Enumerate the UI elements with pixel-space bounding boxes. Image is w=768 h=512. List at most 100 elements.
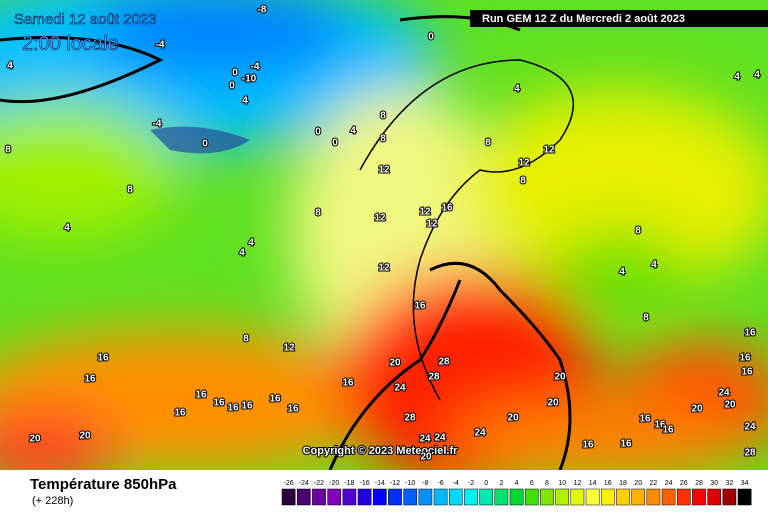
contour-label: 12 bbox=[374, 213, 386, 224]
contour-label: 8 bbox=[520, 176, 526, 187]
colorbar-swatch bbox=[296, 488, 311, 506]
colorbar-label: 14 bbox=[589, 480, 597, 487]
colorbar-label: 4 bbox=[515, 480, 519, 487]
contour-label: 16 bbox=[195, 390, 207, 401]
contour-label: 20 bbox=[724, 400, 736, 411]
contour-label: 12 bbox=[283, 343, 295, 354]
colorbar-swatch bbox=[707, 488, 722, 506]
colorbar-label: -12 bbox=[390, 480, 400, 487]
footer-title: Température 850hPa bbox=[30, 476, 177, 493]
contour-label: -10 bbox=[242, 74, 257, 85]
colorbar-swatch bbox=[479, 488, 494, 506]
contour-label: 24 bbox=[474, 428, 486, 439]
colorbar-swatch bbox=[312, 488, 326, 506]
colorbar-label: -4 bbox=[453, 480, 459, 487]
contour-label: 12 bbox=[426, 219, 438, 230]
colorbar-label: 12 bbox=[574, 480, 582, 487]
colorbar-label: -8 bbox=[422, 480, 428, 487]
contour-label: 0 bbox=[232, 68, 238, 79]
colorbar-swatch bbox=[509, 488, 524, 506]
colorbar-label: 20 bbox=[634, 480, 642, 487]
contour-label: 16 bbox=[662, 425, 674, 436]
contour-label: 20 bbox=[420, 452, 432, 463]
contour-label: 20 bbox=[547, 398, 559, 409]
colorbar-label: 0 bbox=[484, 480, 488, 487]
contour-label: 24 bbox=[718, 388, 730, 399]
contour-label: 4 bbox=[734, 72, 740, 83]
colorbar-swatch bbox=[692, 488, 706, 506]
colorbar-swatch bbox=[570, 488, 585, 506]
colorbar-label: 10 bbox=[558, 480, 566, 487]
colorbar-swatch bbox=[403, 488, 418, 506]
colorbar-label: 22 bbox=[650, 480, 658, 487]
colorbar-label: 8 bbox=[545, 480, 549, 487]
colorbar-swatch bbox=[418, 488, 433, 506]
colorbar-swatch bbox=[631, 488, 646, 506]
contour-label: 0 bbox=[315, 127, 321, 138]
contour-label: 24 bbox=[434, 433, 446, 444]
contour-label: 8 bbox=[380, 111, 386, 122]
contour-label: 16 bbox=[227, 403, 239, 414]
contour-label: 12 bbox=[419, 207, 431, 218]
colorbar-swatch bbox=[585, 488, 600, 506]
colorbar-swatch bbox=[600, 488, 615, 506]
contour-label: 16 bbox=[414, 301, 426, 312]
contour-label: 16 bbox=[741, 367, 753, 378]
color-bar: -26 -24 -22 -20 -18 -16 -14 -12 -10 -8 -6 -4 -2 0 2 4 6 8… bbox=[281, 480, 752, 506]
run-info: Run GEM 12 Z du Mercredi 2 août 2023 bbox=[482, 13, 685, 25]
contour-label: 8 bbox=[243, 334, 249, 345]
colorbar-swatch bbox=[464, 488, 478, 506]
colorbar-label: 26 bbox=[680, 480, 688, 487]
contour-label: 8 bbox=[5, 145, 11, 156]
contour-label: -4 bbox=[156, 40, 165, 51]
contour-label: 24 bbox=[419, 434, 431, 445]
copyright: Copyright © 2023 Meteociel.fr bbox=[303, 445, 459, 457]
contour-label: 0 bbox=[332, 138, 338, 149]
contour-label: 4 bbox=[7, 61, 13, 72]
contour-label: 20 bbox=[79, 431, 91, 442]
colorbar-swatch bbox=[342, 488, 357, 506]
contour-label: 16 bbox=[441, 203, 453, 214]
colorbar-label: -10 bbox=[405, 480, 415, 487]
contour-label: 4 bbox=[239, 248, 245, 259]
contour-label: 20 bbox=[554, 372, 566, 383]
contour-label: 0 bbox=[428, 32, 434, 43]
contour-label: 16 bbox=[174, 408, 186, 419]
contour-label: 20 bbox=[691, 404, 703, 415]
contour-label: 8 bbox=[380, 134, 386, 145]
contour-label: 16 bbox=[241, 401, 253, 412]
colorbar-swatch bbox=[616, 488, 630, 506]
contour-label: 16 bbox=[213, 398, 225, 409]
colorbar-label: -22 bbox=[314, 480, 324, 487]
colorbar-swatch bbox=[646, 488, 661, 506]
colorbar-swatch bbox=[524, 488, 539, 506]
colorbar-swatch bbox=[555, 488, 570, 506]
colorbar-swatch bbox=[737, 488, 752, 506]
colorbar-swatch bbox=[388, 488, 402, 506]
contour-label: 20 bbox=[507, 413, 519, 424]
contour-label: 16 bbox=[287, 404, 299, 415]
contour-label: 4 bbox=[514, 84, 520, 95]
colorbar-label: 16 bbox=[604, 480, 612, 487]
contour-label: 16 bbox=[342, 378, 354, 389]
contour-label: 12 bbox=[378, 165, 390, 176]
temperature-field bbox=[0, 0, 768, 470]
contour-label: 16 bbox=[84, 374, 96, 385]
colorbar-swatch bbox=[722, 488, 737, 506]
contour-label: 16 bbox=[582, 440, 594, 451]
colorbar-label: -6 bbox=[437, 480, 443, 487]
forecast-time: 2:00 locale bbox=[22, 33, 119, 55]
colorbar-label: 24 bbox=[665, 480, 673, 487]
contour-label: -4 bbox=[251, 62, 260, 73]
contour-label: 4 bbox=[754, 70, 760, 81]
colorbar-swatch bbox=[448, 488, 463, 506]
colorbar-label: 6 bbox=[530, 480, 534, 487]
colorbar-swatch bbox=[676, 488, 691, 506]
colorbar-label: -20 bbox=[329, 480, 339, 487]
contour-label: 16 bbox=[744, 328, 756, 339]
contour-label: 16 bbox=[97, 353, 109, 364]
colorbar-swatch bbox=[661, 488, 676, 506]
contour-label: 4 bbox=[651, 260, 657, 271]
